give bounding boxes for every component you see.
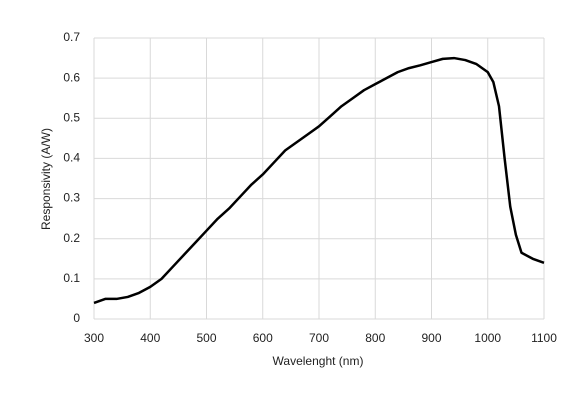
y-axis-label: Responsivity (A/W) (39, 128, 53, 230)
x-tick-label: 600 (253, 331, 273, 345)
x-tick-label: 300 (84, 331, 104, 345)
x-tick-label: 1000 (474, 331, 501, 345)
x-tick-label: 700 (309, 331, 329, 345)
x-tick-label: 1100 (531, 331, 557, 345)
x-tick-label: 900 (421, 331, 441, 345)
x-tick-label: 800 (365, 331, 385, 345)
data-line (93, 56, 545, 305)
y-tick-label: 0 (73, 311, 80, 325)
x-tick-label: 500 (196, 331, 216, 345)
y-tick-label: 0.3 (63, 191, 80, 205)
y-tick-label: 0.6 (63, 70, 80, 84)
y-tick-label: 0.1 (63, 271, 80, 285)
x-tick-label: 400 (140, 331, 160, 345)
y-tick-label: 0.4 (63, 151, 80, 165)
x-axis-label: Wavelenght (nm) (273, 354, 364, 368)
y-tick-label: 0.5 (63, 110, 80, 124)
y-tick-label: 0.2 (63, 231, 80, 245)
y-tick-label: 0.7 (63, 30, 80, 44)
